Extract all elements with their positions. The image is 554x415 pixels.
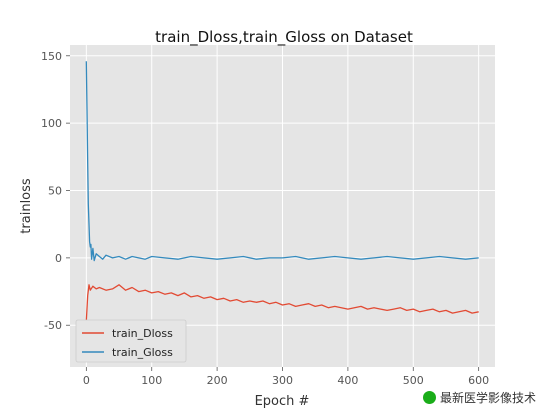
legend-label-train-gloss: train_Gloss: [112, 346, 173, 359]
x-tick-label: 500: [403, 374, 424, 387]
series-line-train-dloss: [85, 284, 479, 322]
y-tick-label: -50: [44, 319, 62, 332]
x-axis-ticks: 0 100 200 300 400 500 600: [83, 367, 489, 387]
series-line-train-gloss: [85, 61, 479, 262]
x-tick-label: 0: [83, 374, 90, 387]
y-tick-label: 100: [41, 117, 62, 130]
legend-label-train-dloss: train_Dloss: [112, 327, 173, 340]
x-tick-label: 600: [468, 374, 489, 387]
x-tick-label: 200: [207, 374, 228, 387]
series-lines: [85, 61, 479, 322]
x-tick-label: 300: [272, 374, 293, 387]
source-caption: 最新医学影像技术: [418, 388, 540, 407]
legend: train_Dloss train_Gloss: [75, 319, 187, 363]
x-tick-label: 100: [141, 374, 162, 387]
y-axis-ticks: -50 0 50 100 150: [41, 50, 70, 332]
y-tick-label: 150: [41, 50, 62, 63]
caption-text: 最新医学影像技术: [439, 391, 536, 405]
y-axis-label: trainloss: [19, 178, 34, 234]
y-tick-label: 0: [55, 252, 62, 265]
wechat-icon: [422, 391, 436, 404]
x-tick-label: 400: [337, 374, 358, 387]
chart-title: train_Dloss,train_Gloss on Dataset: [155, 28, 413, 47]
x-axis-label: Epoch #: [255, 394, 310, 409]
y-tick-label: 50: [48, 185, 62, 198]
